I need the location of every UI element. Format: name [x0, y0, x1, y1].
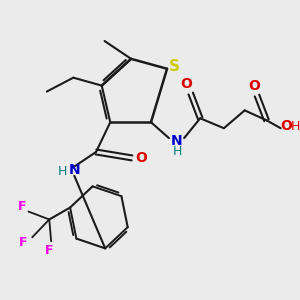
Text: N: N — [171, 134, 182, 148]
Text: F: F — [19, 236, 27, 249]
Text: H: H — [173, 146, 182, 158]
Text: O: O — [248, 79, 260, 93]
Text: F: F — [18, 200, 26, 213]
Text: N: N — [68, 163, 80, 177]
Text: S: S — [169, 59, 180, 74]
Text: O: O — [136, 151, 147, 165]
Text: O: O — [180, 76, 192, 91]
Text: H: H — [58, 165, 68, 178]
Text: H: H — [291, 120, 300, 133]
Text: F: F — [45, 244, 53, 257]
Text: O: O — [280, 119, 292, 133]
